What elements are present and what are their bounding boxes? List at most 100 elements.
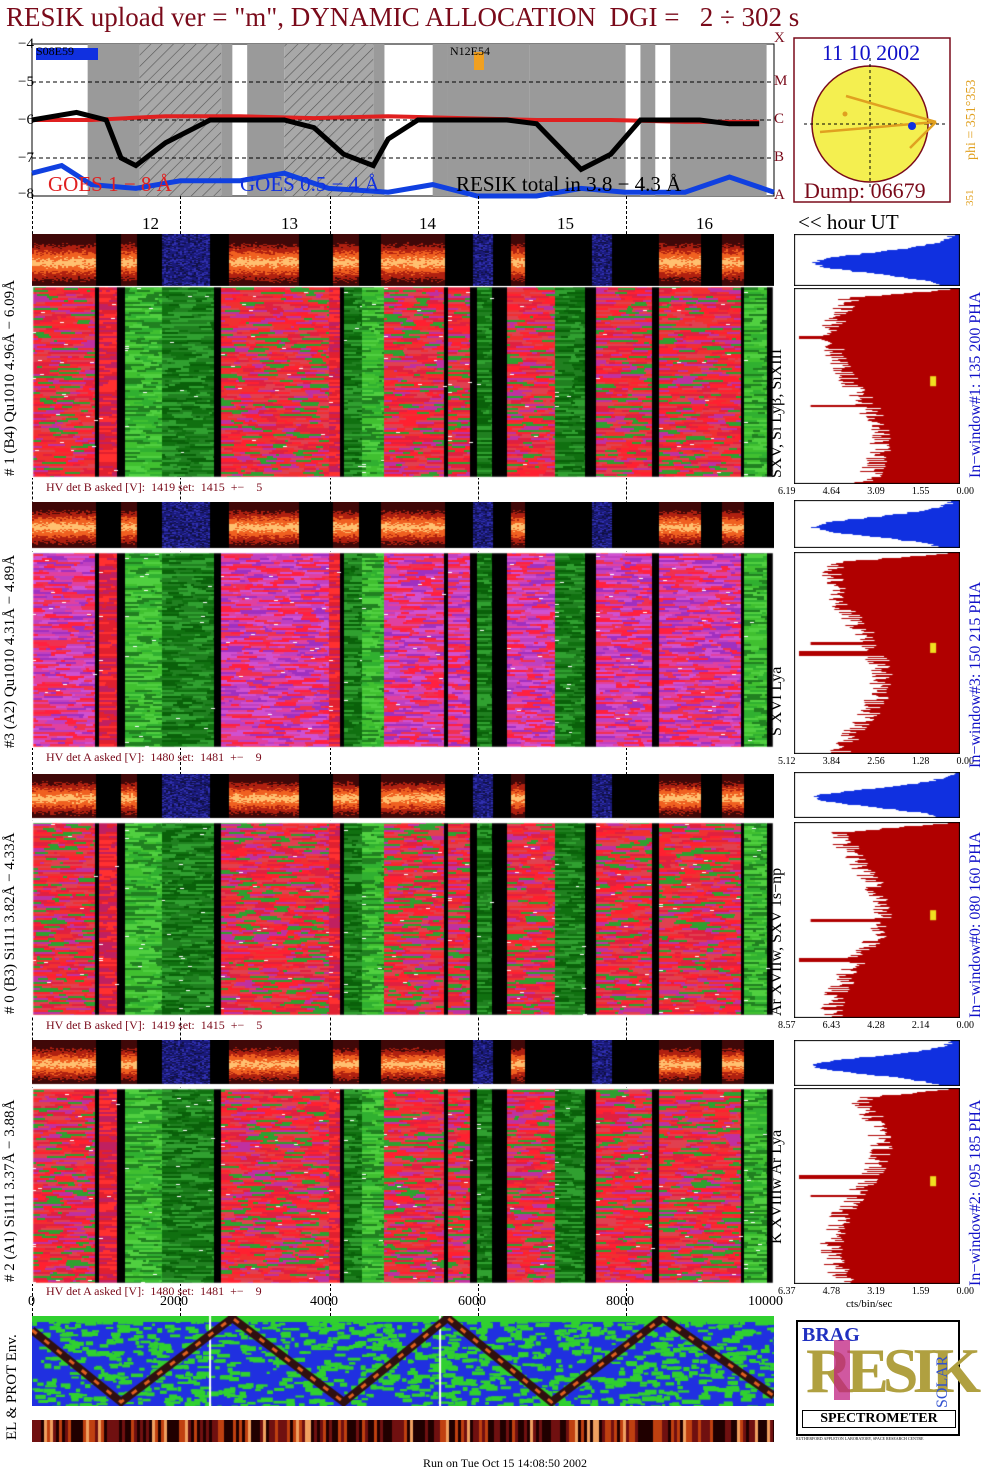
sun-plot [793, 37, 951, 203]
bottom-axis-tick: 4000 [310, 1294, 338, 1309]
pha-spectrogram-2 [32, 502, 774, 550]
spectrum-tick: 4.64 [822, 486, 841, 497]
goes-y-tick: −6 [18, 112, 34, 128]
line-label-4: K XVIIIw Ar Lya [768, 1129, 785, 1244]
spectrum-tick: 2.56 [867, 756, 885, 767]
spectrum-tick: 0.00 [956, 486, 975, 497]
spectrum-ticks-1: 6.19 4.64 3.09 1.55 0.00 [778, 486, 974, 497]
spectrum-plot-3 [794, 822, 960, 1018]
bottom-axis-tick: 2000 [160, 1294, 188, 1309]
detector-label-4: # 2 (A1) Si111 3.37Å − 3.88Å [2, 1099, 18, 1282]
goes-plot [31, 43, 775, 199]
environment-plot [32, 1316, 774, 1406]
spectrum-tick: 3.09 [867, 486, 885, 497]
detector-label-3: # 0 (B3) Si111 3.82Å − 4.33Å [2, 832, 18, 1014]
bottom-axis-tick: 6000 [458, 1294, 486, 1309]
spectrum-plot-2 [794, 552, 960, 754]
window-label-1: In−window#1: 135 200 PHA [967, 291, 984, 478]
line-label-3: Ar XVIIw, SXV 1s−np [768, 867, 785, 1016]
legend-goes-short: GOES 0.5 − 4 Å [240, 172, 380, 196]
goes-series-line [31, 109, 760, 173]
hv-label-1: HV det B asked [V]: 1419 set: 1415 +− 5 [46, 480, 263, 494]
hv-label-3: HV det B asked [V]: 1419 set: 1415 +− 5 [46, 1018, 263, 1032]
phi-label: phi = 351°353 [964, 79, 979, 160]
spectrum-tick: 4.78 [822, 1286, 841, 1297]
spectrum-tick: 6.43 [822, 1020, 841, 1031]
sun-panel [790, 36, 960, 204]
dump-label: Dump: 06679 [804, 178, 926, 203]
sun-date: 11 10 2002 [822, 40, 921, 65]
spectrum-ticks-4: 6.37 4.78 3.19 1.59 0.00 [778, 1286, 974, 1297]
spectrum-tick: 0.00 [956, 1286, 975, 1297]
spectrum-ticks-3: 8.57 6.43 4.28 2.14 0.00 [778, 1020, 974, 1031]
logo-bar [834, 1340, 850, 1400]
pha-spectrogram-3 [32, 774, 774, 820]
detector-label-2: #3 (A2) Qu1010 4.31Å − 4.89Å [2, 554, 18, 748]
spectrum-tick: 5.12 [778, 756, 796, 767]
line-label-1: SXV, Si Lyβ, SiXIII [768, 348, 785, 478]
hour-axis-label: << hour UT [798, 210, 899, 234]
spectrum-tick: 6.19 [778, 486, 796, 497]
phi-bottom: 351 [964, 189, 976, 207]
region-marker-left [36, 48, 98, 60]
spectrum-tick: 0.00 [956, 756, 975, 767]
hour-tick: 13 [281, 214, 298, 233]
flare-class-label: B [774, 149, 785, 165]
hour-tick: 15 [557, 214, 574, 233]
time-guide [32, 196, 33, 1316]
spectrum-tick: 3.84 [822, 756, 841, 767]
spectrum-tick: 1.59 [911, 1286, 930, 1297]
spectrum-tick: 1.28 [911, 756, 930, 767]
spacecraft-pointing-marker [908, 122, 916, 130]
spectrum-tick: 2.14 [911, 1020, 930, 1031]
time-guide [330, 196, 331, 1316]
logo-caption: SPECTROMETER [802, 1410, 956, 1428]
hv-label-2: HV det A asked [V]: 1480 set: 1481 +− 9 [46, 750, 262, 764]
spectrum-plot-1 [794, 288, 960, 484]
flare-class-label: C [774, 111, 785, 127]
spectrum-xlabel: cts/bin/sec [846, 1298, 893, 1310]
pha-histogram-1 [794, 234, 960, 286]
flare-class-label: A [774, 187, 785, 203]
spectrum-tick: 1.55 [911, 486, 930, 497]
spectrogram-2 [32, 552, 774, 748]
region-marker-mid [474, 52, 484, 70]
hour-tick: 16 [696, 214, 713, 233]
pha-spectrogram-1 [32, 234, 774, 288]
goes-y-tick: −7 [18, 150, 34, 166]
region-label-left: S08E59 [36, 44, 75, 58]
environment-label: EL & PROT Env. [4, 1334, 20, 1440]
spectrum-tick: 0.00 [956, 1020, 975, 1031]
spectrogram-3 [32, 822, 774, 1016]
spectrum-tick: 8.57 [778, 1020, 796, 1031]
spectrogram-4 [32, 1088, 774, 1284]
window-label-2: In−window#3: 150 215 PHA [967, 581, 984, 768]
page-title: RESIK upload ver = "m", DYNAMIC ALLOCATI… [6, 2, 800, 32]
logo-fine-print: RUTHERFORD APPLETON LABORATORY, SPACE RE… [796, 1436, 924, 1441]
pha-histogram-4 [794, 1040, 960, 1086]
flare-class-label: M [774, 73, 788, 89]
legend-goes-long: GOES 1 − 8 Å [48, 172, 172, 196]
hour-tick: 14 [419, 214, 436, 233]
bottom-axis-tick: 0 [28, 1294, 35, 1309]
pha-spectrogram-4 [32, 1040, 774, 1086]
flare-class-label: X [774, 30, 785, 46]
resik-logo: BRAG RESIK SOLAR SPECTROMETER [796, 1320, 981, 1436]
window-label-4: In−window#2: 095 185 PHA [967, 1099, 984, 1286]
goes-panel [0, 36, 790, 204]
pha-histogram-2 [794, 500, 960, 548]
hv-label-4: HV det A asked [V]: 1480 set: 1481 +− 9 [46, 1284, 262, 1298]
environment-strip [32, 1420, 774, 1442]
bottom-axis-tick: 8000 [606, 1294, 634, 1309]
time-guide [626, 196, 627, 1316]
hour-tick: 12 [142, 214, 159, 233]
legend-resik: RESIK total in 3.8 − 4.3 Å [456, 172, 682, 196]
logo-small-right: SOLAR [934, 1355, 951, 1408]
spectrogram-1 [32, 286, 774, 478]
detector-label-1: # 1 (B4) Qu1010 4.96Å − 6.09Å [2, 280, 18, 476]
goes-series-line [32, 114, 760, 124]
spectrum-ticks-2: 5.12 3.84 2.56 1.28 0.00 [778, 756, 974, 767]
bottom-axis-tick: 10000 [748, 1294, 783, 1309]
spectrum-tick: 4.28 [867, 1020, 885, 1031]
